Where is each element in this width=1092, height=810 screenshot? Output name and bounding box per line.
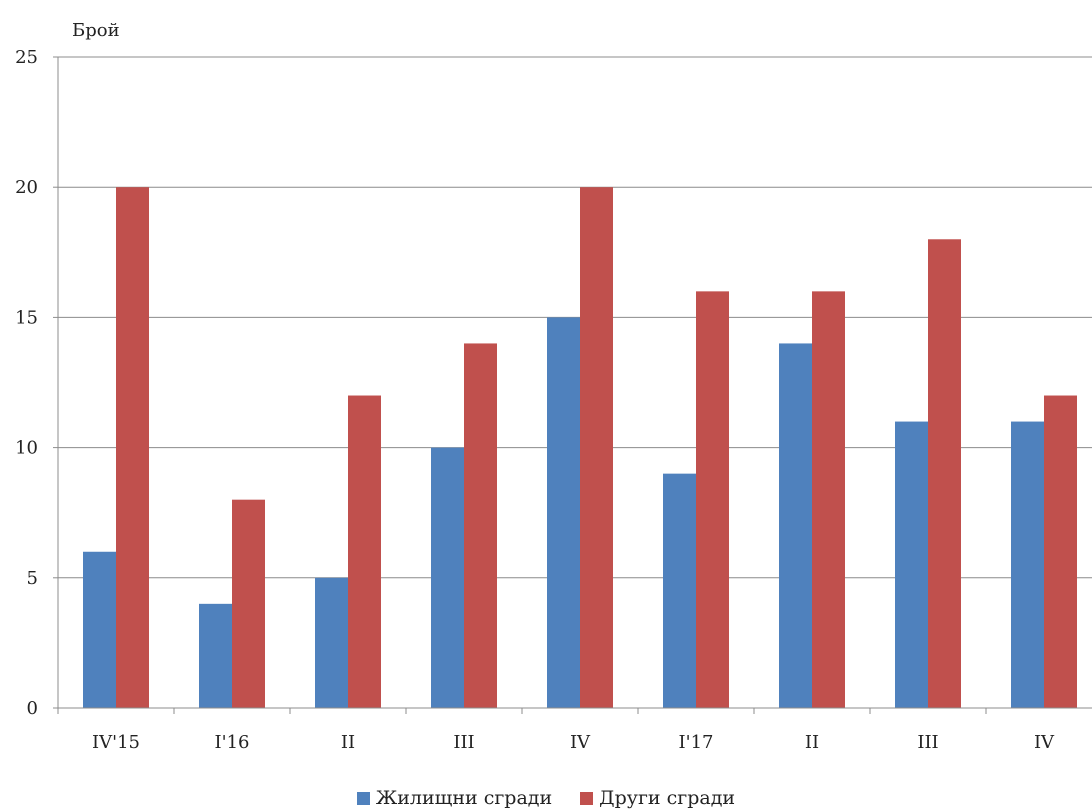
x-tick-label: II xyxy=(341,732,355,753)
bar-other-3 xyxy=(464,343,497,708)
y-tick-label: 10 xyxy=(15,438,38,459)
x-tick-label: IV'15 xyxy=(92,732,140,753)
legend-label-other: Други сгради xyxy=(599,787,736,809)
x-tick-label: IV xyxy=(570,732,591,753)
bar-other-2 xyxy=(348,395,381,708)
bar-other-1 xyxy=(232,499,265,708)
bar-residential-1 xyxy=(199,603,232,708)
y-tick-label: 5 xyxy=(27,568,38,589)
y-tick-labels: 0 5 10 15 20 25 xyxy=(15,47,38,719)
bar-residential-7 xyxy=(895,421,928,708)
legend-item-residential: Жилищни сгради xyxy=(356,787,553,809)
x-tick-label: III xyxy=(917,732,938,753)
x-tick-label: II xyxy=(805,732,819,753)
bar-residential-4 xyxy=(547,317,580,708)
y-tick-label: 0 xyxy=(27,698,38,719)
bar-residential-3 xyxy=(431,447,464,708)
bar-other-6 xyxy=(812,291,845,708)
axes xyxy=(57,57,1092,714)
bar-other-0 xyxy=(116,187,149,708)
legend-swatch-residential xyxy=(356,791,370,805)
x-tick-labels: IV'15 I'16 II III IV I'17 II III IV xyxy=(92,732,1055,753)
y-axis-label: Брой xyxy=(72,20,120,41)
y-tick-label: 20 xyxy=(15,177,38,198)
x-tick-label: I'16 xyxy=(215,732,250,753)
bar-residential-2 xyxy=(315,577,348,708)
legend-swatch-other xyxy=(580,791,594,805)
y-tick-label: 15 xyxy=(15,307,38,328)
legend-label-residential: Жилищни сгради xyxy=(375,787,553,809)
y-tick-label: 25 xyxy=(15,47,38,68)
bar-residential-0 xyxy=(83,551,116,708)
bar-residential-8 xyxy=(1011,421,1044,708)
bar-other-7 xyxy=(928,239,961,708)
legend: Жилищни сгради Други сгради xyxy=(0,786,1092,810)
bars xyxy=(83,187,1077,708)
bar-other-8 xyxy=(1044,395,1077,708)
bar-residential-6 xyxy=(779,343,812,708)
x-tick-label: I'17 xyxy=(679,732,714,753)
x-tick-label: IV xyxy=(1034,732,1055,753)
bar-residential-5 xyxy=(663,473,696,708)
x-tick-label: III xyxy=(453,732,474,753)
bar-other-5 xyxy=(696,291,729,708)
legend-item-other: Други сгради xyxy=(580,787,735,809)
bar-other-4 xyxy=(580,187,613,708)
